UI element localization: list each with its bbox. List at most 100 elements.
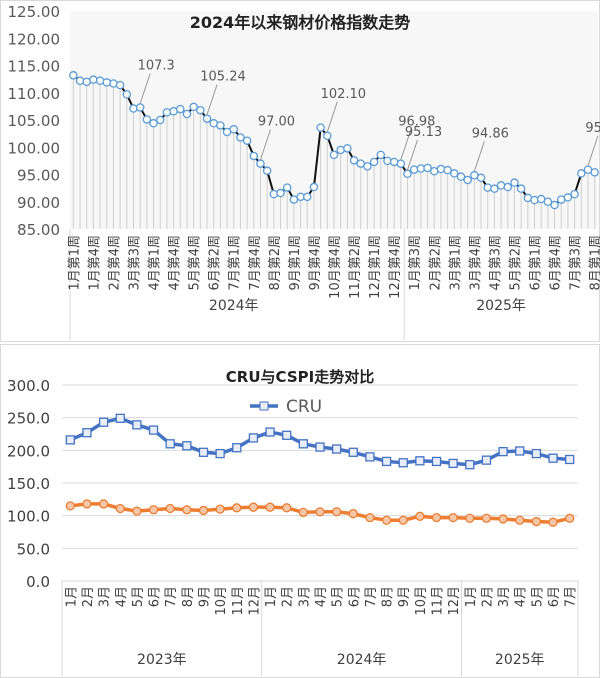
data-point <box>95 76 105 86</box>
data-point <box>323 131 332 141</box>
data-point-cspi <box>98 499 109 509</box>
x-tick-label: 6月第2周 <box>208 235 223 291</box>
x-tick-label: 1月第3周 <box>408 235 423 291</box>
x-tick-label: 7月第1周 <box>228 235 243 291</box>
x-tick-label: 7月 <box>364 586 379 607</box>
x-tick-label: 9月第4周 <box>308 235 323 291</box>
data-point <box>176 104 185 114</box>
x-tick-label: 8月第2周 <box>268 235 283 291</box>
y-tick-label: 85.00 <box>17 221 60 239</box>
x-tick-label: 11月 <box>231 586 246 616</box>
data-point-cspi <box>431 512 442 523</box>
data-label: 107.3 <box>138 58 175 73</box>
legend-marker <box>259 401 269 411</box>
x-tick-label: 3月 <box>297 586 312 607</box>
data-point-cspi <box>481 513 492 523</box>
y-tick-label: 250.0 <box>7 410 50 428</box>
x-tick-label: 5月第2周 <box>508 235 523 291</box>
x-tick-label: 2月第4周 <box>107 235 122 291</box>
x-tick-label: 8月 <box>181 586 196 607</box>
data-label: 96.98 <box>398 115 435 130</box>
x-tick-label: 2月第2周 <box>428 235 443 291</box>
data-point-cspi <box>165 503 175 514</box>
y-tick-label: 200.0 <box>7 442 50 460</box>
x-tick-label: 2月 <box>281 586 296 607</box>
data-point <box>149 119 158 128</box>
data-point-cspi <box>148 505 159 515</box>
x-tick-label: 7月第4周 <box>248 235 263 291</box>
x-tick-label: 6月 <box>347 586 362 607</box>
data-point <box>135 103 145 112</box>
year-label: 2024年 <box>337 652 387 668</box>
leader-line <box>407 139 418 170</box>
data-point <box>456 172 466 181</box>
data-point <box>503 182 513 192</box>
data-point <box>129 104 138 113</box>
data-point-cspi <box>198 505 209 516</box>
y-tick-label: 0.0 <box>26 573 50 591</box>
data-point-cru <box>315 442 325 452</box>
data-point <box>443 165 452 175</box>
data-point <box>543 197 553 206</box>
data-point-cspi <box>548 517 558 527</box>
data-point <box>396 159 406 168</box>
data-point <box>89 75 98 84</box>
x-tick-label: 10月第4周 <box>328 235 343 299</box>
data-point <box>196 105 205 115</box>
data-point <box>409 165 419 174</box>
y-tick-label: 100.0 <box>7 508 50 526</box>
data-label: 102.10 <box>321 87 367 102</box>
data-point <box>115 80 125 90</box>
data-point-cru <box>248 433 259 443</box>
data-label: 95.87 <box>585 121 600 136</box>
x-tick-label: 2月 <box>480 586 495 607</box>
leader-line <box>587 135 599 166</box>
data-point-cru <box>232 443 242 453</box>
data-label: 97.00 <box>258 115 295 130</box>
data-point <box>229 125 238 134</box>
data-point-cru <box>215 448 225 459</box>
x-tick-label: 3月第1周 <box>448 235 463 291</box>
y-tick-label: 300.0 <box>7 377 50 395</box>
leader-line <box>473 141 485 172</box>
data-point-cspi <box>248 502 259 512</box>
leader-line <box>326 101 338 132</box>
x-tick-label: 12月第1周 <box>368 235 383 299</box>
data-point-cru <box>115 413 125 423</box>
y-tick-label: 150.0 <box>7 475 50 493</box>
data-point <box>530 195 539 205</box>
x-tick-label: 11月 <box>431 586 446 616</box>
data-point-cru <box>132 420 142 430</box>
y-tick-label: 125.00 <box>8 3 61 21</box>
data-point-cru <box>182 441 192 451</box>
data-point-cspi <box>298 507 309 518</box>
data-point <box>336 145 345 155</box>
data-point <box>403 169 412 179</box>
data-point-cspi <box>565 513 575 523</box>
y-tick-label: 50.0 <box>17 540 50 558</box>
x-tick-label: 1月第1周 <box>67 235 82 291</box>
data-point-cru <box>565 454 575 465</box>
data-point <box>383 156 392 166</box>
data-point <box>102 78 112 87</box>
data-point <box>436 164 446 174</box>
data-point <box>563 193 573 202</box>
x-tick-label: 12月第4周 <box>388 235 403 299</box>
chart-title: 2024年以来钢材价格指数走势 <box>190 13 411 32</box>
data-point <box>476 173 486 183</box>
year-label: 2023年 <box>137 652 187 668</box>
data-point <box>363 162 372 171</box>
data-point-cspi <box>381 515 392 525</box>
data-point-cspi <box>265 502 275 512</box>
legend-label: CRU <box>286 397 322 417</box>
data-point-cspi <box>515 515 525 525</box>
data-point <box>189 102 198 112</box>
y-tick-label: 105.00 <box>8 112 61 130</box>
x-tick-label: 10月 <box>414 586 429 616</box>
data-point <box>242 136 252 145</box>
x-tick-label: 7月第3周 <box>569 235 584 291</box>
data-point-cru <box>198 447 209 457</box>
year-label: 2024年 <box>209 298 259 314</box>
x-tick-label: 5月 <box>331 586 346 607</box>
